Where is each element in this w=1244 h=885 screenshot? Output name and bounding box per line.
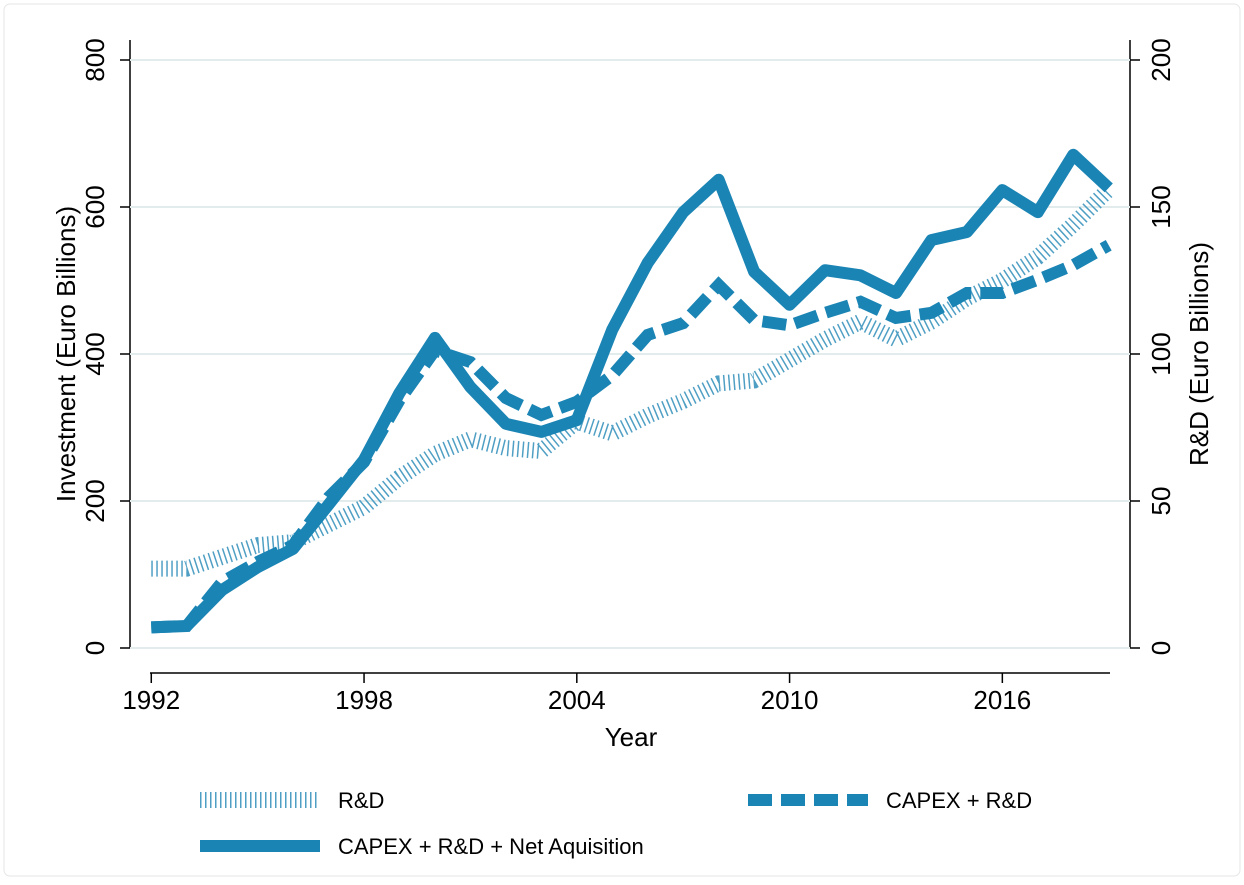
y2-tick-label: 150 bbox=[1146, 185, 1176, 228]
y-tick-label: 400 bbox=[80, 332, 110, 375]
x-tick-label: 1992 bbox=[122, 685, 180, 715]
x-axis-title: Year bbox=[605, 722, 658, 752]
legend-label: R&D bbox=[338, 788, 384, 813]
x-tick-label: 2004 bbox=[548, 685, 606, 715]
y2-tick-label: 50 bbox=[1146, 487, 1176, 516]
legend-label: CAPEX + R&D bbox=[886, 788, 1032, 813]
x-tick-label: 2016 bbox=[973, 685, 1031, 715]
y-tick-label: 600 bbox=[80, 185, 110, 228]
y-tick-label: 800 bbox=[80, 38, 110, 81]
legend-label: CAPEX + R&D + Net Aquisition bbox=[338, 834, 644, 859]
frame bbox=[3, 3, 1241, 877]
series-line bbox=[151, 148, 1113, 634]
x-tick-label: 1998 bbox=[335, 685, 393, 715]
y-axis-title: Investment (Euro Billions) bbox=[51, 206, 81, 502]
x-tick-label: 2010 bbox=[761, 685, 819, 715]
y2-tick-label: 0 bbox=[1146, 641, 1176, 655]
y-tick-label: 200 bbox=[80, 479, 110, 522]
y2-tick-label: 100 bbox=[1146, 332, 1176, 375]
y2-axis-title: R&D (Euro Billions) bbox=[1184, 242, 1214, 466]
y-tick-label: 0 bbox=[80, 641, 110, 655]
y2-tick-label: 200 bbox=[1146, 38, 1176, 81]
